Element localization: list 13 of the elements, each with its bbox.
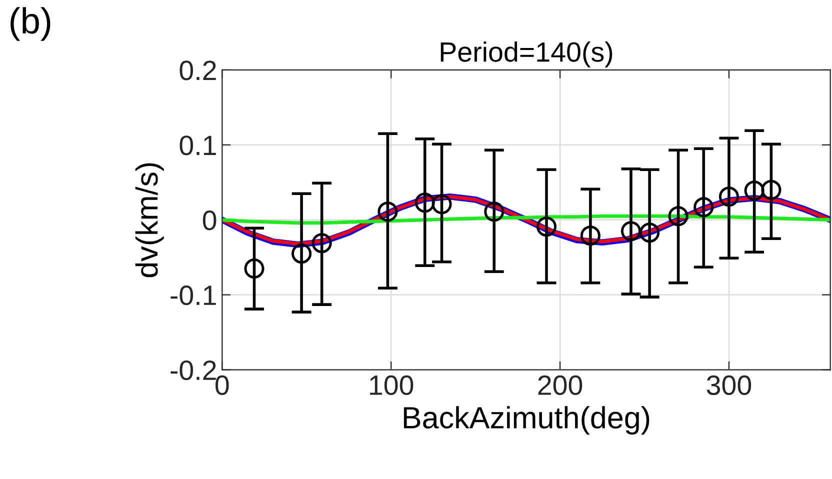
y-tick-label: 0.1 <box>180 136 216 156</box>
text: (b) <box>10 7 50 41</box>
x-axis-title: BackAzimuth(deg) <box>404 406 650 435</box>
y-tick-label: 0 <box>202 210 216 230</box>
x-tick-label: 100 <box>370 375 414 396</box>
chart-title: Period=140(s) <box>440 41 612 68</box>
y-tick-label: -0.2 <box>170 360 216 380</box>
y-tick-label: 0.2 <box>180 60 216 80</box>
x-tick-label: 200 <box>538 375 582 396</box>
x-tick-label: 0 <box>216 375 229 396</box>
y-axis-title: dv(km/s) <box>135 163 164 278</box>
x-tick-label: 300 <box>706 375 752 396</box>
y-tick-label: -0.1 <box>170 285 216 306</box>
